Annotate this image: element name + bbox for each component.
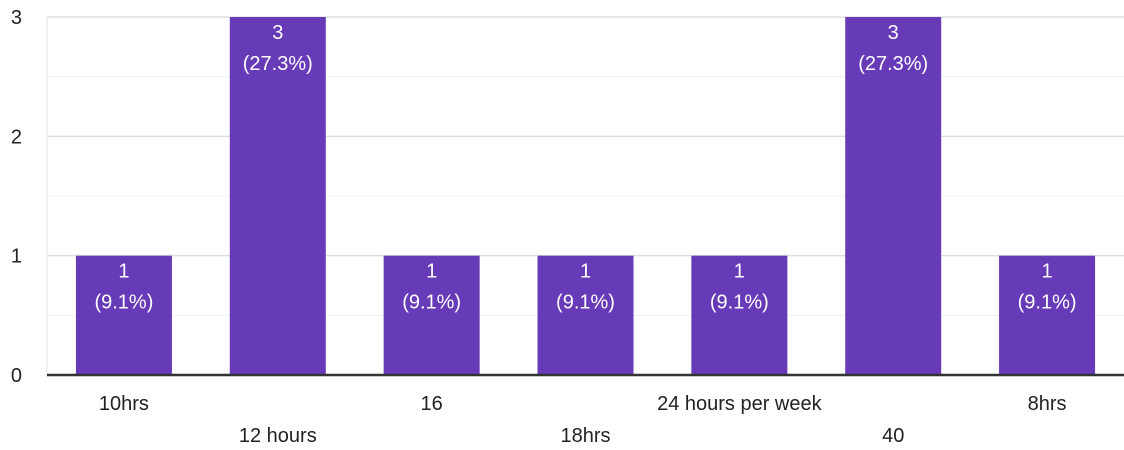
bar xyxy=(845,17,942,375)
bar-value-label: 1 xyxy=(734,261,745,283)
bar-value-label: 1 xyxy=(118,261,129,283)
y-tick-label: 3 xyxy=(11,7,22,29)
bar xyxy=(691,255,788,375)
y-tick-label: 1 xyxy=(11,246,22,268)
bar-value-label: 3 xyxy=(888,22,899,44)
x-tick-label: 12 hours xyxy=(239,425,317,447)
bar xyxy=(229,17,326,375)
x-tick-label: 24 hours per week xyxy=(657,393,823,415)
bar-value-label: (9.1%) xyxy=(1018,292,1077,314)
bar-value-label: (27.3%) xyxy=(858,53,928,75)
bar xyxy=(383,255,480,375)
bar-value-label: (9.1%) xyxy=(402,292,461,314)
bar xyxy=(999,255,1096,375)
bar-value-label: (9.1%) xyxy=(94,292,153,314)
x-tick-label: 8hrs xyxy=(1028,393,1067,415)
x-tick-label: 10hrs xyxy=(99,393,149,415)
x-tick-label: 18hrs xyxy=(560,425,610,447)
bar-value-label: 1 xyxy=(1042,261,1053,283)
x-tick-label: 40 xyxy=(882,425,904,447)
bar xyxy=(537,255,634,375)
y-tick-label: 0 xyxy=(11,365,22,387)
bar-value-label: 3 xyxy=(272,22,283,44)
bar-value-label: 1 xyxy=(580,261,591,283)
bar-value-label: (9.1%) xyxy=(556,292,615,314)
x-tick-label: 16 xyxy=(421,393,443,415)
bar-value-label: 1 xyxy=(426,261,437,283)
bars: 1 (9.1%) 3 (27.3%) 1 (9.1%) 1 (9.1%) 1 (9.1%) 3 (27… xyxy=(75,17,1096,375)
y-tick-label: 2 xyxy=(11,126,22,148)
x-axis-ticks: 10hrs 12 hours 16 18hrs 24 hours per week 40 8… xyxy=(99,393,1067,447)
bar xyxy=(75,255,172,375)
bar-value-label: (27.3%) xyxy=(243,53,313,75)
bar-value-label: (9.1%) xyxy=(710,292,769,314)
y-axis-ticks: 0 1 2 3 xyxy=(11,7,22,387)
